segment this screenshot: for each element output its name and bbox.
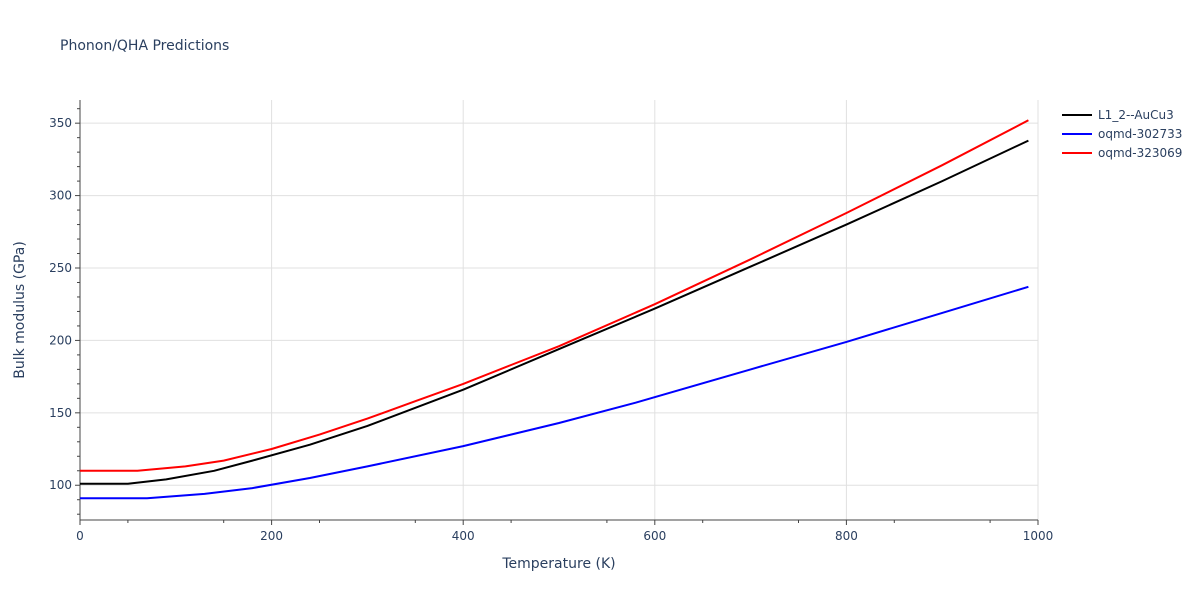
chart-title: Phonon/QHA Predictions (60, 38, 229, 54)
x-tick-label: 600 (643, 529, 666, 543)
series-line-1[interactable] (80, 139, 1029, 485)
y-tick-label: 350 (49, 116, 72, 130)
legend-item-1[interactable]: L1_2--AuCu3 (1062, 108, 1174, 122)
y-tick-label: 200 (49, 333, 72, 347)
series-line-2[interactable] (80, 285, 1029, 500)
y-tick-label: 100 (49, 478, 72, 492)
legend-label: L1_2--AuCu3 (1098, 108, 1174, 122)
x-tick-label: 800 (835, 529, 858, 543)
series-group (80, 119, 1029, 500)
x-tick-label: 1000 (1023, 529, 1054, 543)
axes: 0 200 400 600 800 1000 100 150 200 250 300 350 (49, 100, 1053, 543)
grid (80, 100, 1039, 520)
y-tick-label: 300 (49, 189, 72, 203)
legend-label: oqmd-323069 (1098, 146, 1182, 160)
legend-item-3[interactable]: oqmd-323069 (1062, 146, 1182, 160)
legend[interactable]: L1_2--AuCu3 oqmd-302733 oqmd-323069 (1062, 108, 1182, 160)
x-tick-label: 400 (452, 529, 475, 543)
series-line-3[interactable] (80, 119, 1029, 472)
y-axis-title: Bulk modulus (GPa) (12, 241, 28, 379)
y-tick-label: 250 (49, 261, 72, 275)
x-tick-label: 200 (260, 529, 283, 543)
x-axis-title: Temperature (K) (501, 556, 615, 572)
legend-label: oqmd-302733 (1098, 127, 1182, 141)
legend-item-2[interactable]: oqmd-302733 (1062, 127, 1182, 141)
y-tick-label: 150 (49, 406, 72, 420)
x-tick-label: 0 (76, 529, 84, 543)
